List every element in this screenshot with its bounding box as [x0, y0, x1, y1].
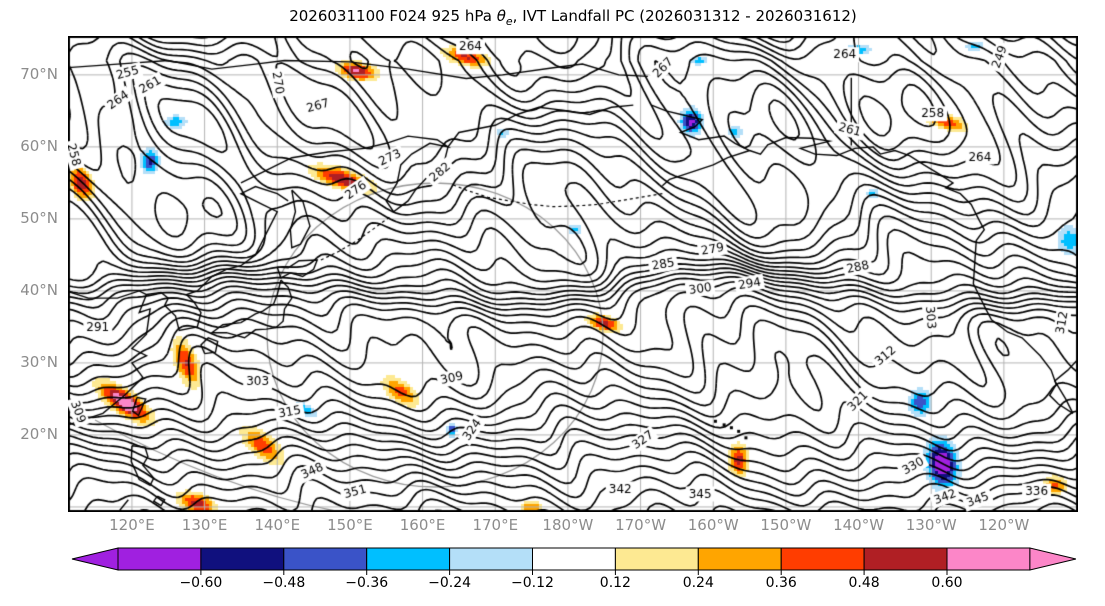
map-plot-area — [68, 36, 1078, 512]
lat-tick-50N: 50°N — [20, 208, 58, 227]
colorbar-tick-label: −0.24 — [428, 575, 472, 591]
colorbar-cell — [614, 547, 699, 571]
lon-tick-120E: 120°E — [109, 516, 155, 534]
lon-tick-120W: 120°W — [978, 516, 1030, 534]
colorbar-tick-label: −0.12 — [511, 575, 554, 591]
theta-subscript: e — [505, 15, 513, 28]
lon-tick-160W: 160°W — [687, 516, 739, 534]
title-prefix: 2026031100 F024 925 hPa — [289, 7, 497, 25]
lon-tick-140E: 140°E — [254, 516, 301, 534]
colorbar-cell — [697, 547, 782, 571]
colorbar-cell — [946, 547, 1031, 571]
colorbar-cell — [366, 547, 451, 571]
chart-title: 2026031100 F024 925 hPa θe, IVT Landfall… — [68, 7, 1078, 28]
lon-tick-130W: 130°W — [905, 516, 957, 534]
lat-tick-20N: 20°N — [20, 424, 58, 443]
lon-tick-130E: 130°E — [181, 516, 228, 534]
lon-tick-150E: 150°E — [327, 516, 373, 534]
lon-tick-170W: 170°W — [615, 516, 667, 534]
theta-symbol: θ — [496, 7, 506, 25]
colorbar-left-arrow — [71, 547, 119, 571]
lon-tick-150W: 150°W — [760, 516, 812, 534]
colorbar-cell — [117, 547, 202, 571]
colorbar-tick-label: −0.48 — [262, 575, 306, 591]
colorbar-cell — [780, 547, 865, 571]
colorbar-cell — [200, 547, 285, 571]
lon-tick-170E: 170°E — [472, 516, 519, 534]
colorbar-cell — [532, 547, 616, 571]
colorbar-cell — [449, 547, 534, 571]
colorbar — [71, 547, 1077, 575]
colorbar-tick-label: −0.60 — [179, 575, 223, 591]
colorbar-tick-label: −0.36 — [345, 575, 389, 591]
colorbar-cell — [283, 547, 368, 571]
lon-tick-180W: 180°W — [542, 516, 594, 534]
colorbar-cell — [863, 547, 948, 571]
colorbar-tick-label: 0.36 — [765, 575, 797, 591]
map-canvas — [68, 36, 1078, 512]
colorbar-tick-label: 0.60 — [931, 575, 963, 591]
colorbar-tick-label: 0.24 — [682, 575, 714, 591]
lat-tick-60N: 60°N — [20, 136, 58, 155]
colorbar-right-arrow — [1029, 547, 1077, 571]
lon-tick-160E: 160°E — [399, 516, 446, 534]
title-suffix: , IVT Landfall PC (2026031312 - 20260316… — [512, 7, 857, 25]
lat-tick-30N: 30°N — [20, 352, 58, 371]
lat-tick-70N: 70°N — [20, 64, 58, 83]
colorbar-tick-label: 0.48 — [848, 575, 880, 591]
colorbar-tick-label: 0.12 — [599, 575, 631, 591]
lat-tick-40N: 40°N — [20, 280, 58, 299]
lon-tick-140W: 140°W — [833, 516, 885, 534]
